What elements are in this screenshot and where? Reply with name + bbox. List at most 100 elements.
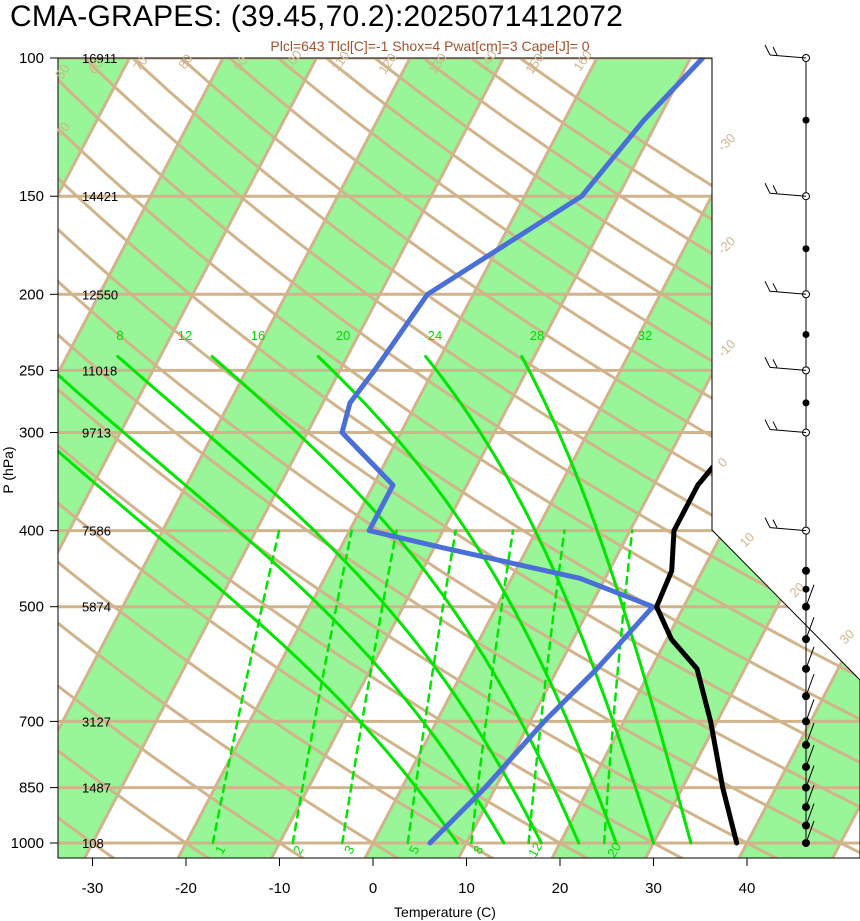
moist-adiabat [520,355,693,845]
dry-adiabat-label: 110 [328,48,352,74]
chart-title: CMA-GRAPES: (39.45,70.2):2025071412072 [10,0,623,33]
wind-dot [802,330,810,338]
height-label: 1487 [82,781,111,796]
dry-adiabat [58,58,781,858]
wind-barb-feather [772,185,778,194]
x-tick-label: 30 [645,880,662,897]
wind-barb [805,744,815,768]
height-label: 5874 [82,600,111,615]
wind-barb-feather [772,283,778,292]
background-grid [0,22,860,860]
wind-barb [769,429,807,434]
y-tick-label: 700 [19,713,44,730]
isotherm-line [58,58,244,858]
wind-dot [802,245,810,253]
moist-adiabat-label: 20 [336,328,350,343]
wind-barb-feather [772,359,778,368]
chart-subtitle: Plcl=643 Tlcl[C]=-1 Shox=4 Pwat[cm]=3 Ca… [270,38,590,54]
y-tick-label: 200 [19,286,44,303]
isotherm-label: -10 [715,336,739,360]
dry-adiabat-label: 80 [175,51,196,71]
dry-adiabat [0,22,21,860]
moist-adiabat [58,355,459,845]
y-tick-label: 1000 [11,835,44,852]
band-stripe [58,58,523,858]
wind-barb [805,617,815,640]
isotherm-line [58,58,150,858]
wind-barb-feather [764,419,771,430]
height-label: 14421 [82,189,118,204]
y-tick-label: 850 [19,780,44,797]
wind-barb-feather [772,46,778,56]
wind-barb-feather [772,519,778,528]
wind-barb [769,527,807,532]
dry-adiabat-label: 90 [230,53,251,73]
wind-dot [802,585,810,593]
wind-barb-feather [772,421,778,430]
wind-barb [769,192,807,197]
mixing-ratio-line [406,529,457,845]
wind-barb [769,366,807,371]
mixing-ratio-line [602,529,634,845]
x-tick-label: 20 [552,880,569,897]
mixing-ratio-line [211,529,281,845]
moist-adiabat-label: 32 [638,328,652,343]
x-axis-title: Temperature (C) [394,904,496,920]
height-label: 16911 [82,51,117,66]
y-tick-label: 100 [19,50,44,67]
wind-barb [805,820,815,844]
wind-barb [805,646,815,670]
mixing-ratio-label: 20 [604,840,624,860]
wind-barb [769,54,807,59]
dry-adiabat-label: 60 [85,56,106,76]
moist-adiabat [316,355,618,845]
x-tick-label: -20 [175,880,197,897]
isotherm-label: -20 [715,233,739,257]
mixing-ratio-label: 12 [525,840,545,860]
wind-dot [802,399,810,407]
dry-adiabat-label: 40 [52,119,73,139]
wind-barbs [764,44,815,847]
mixing-ratio-label: 3 [341,843,358,857]
wind-barb [805,803,815,826]
plot-border [57,57,860,859]
mixing-ratio-label: 8 [470,843,487,857]
wind-barb [805,699,815,722]
plot-frame [57,57,860,859]
wind-barb [769,290,807,295]
isotherm-label: -30 [715,130,739,154]
height-label: 108 [82,836,104,851]
moist-adiabat [210,355,581,845]
y-tick-label: 250 [19,362,44,379]
x-tick-label: 40 [739,880,756,897]
wind-dot [802,116,810,124]
height-label: 12550 [82,287,118,302]
dry-adiabat [58,58,497,858]
y-tick-label: 500 [19,599,44,616]
isotherm-label: 0 [715,454,731,470]
wind-barb-feather [764,357,771,368]
wind-barb [805,765,815,788]
y-tick-label: 300 [19,425,44,442]
mixing-ratio-line [470,529,515,845]
band-stripe [58,58,336,858]
mixing-ratio-line [341,529,398,845]
height-label: 11018 [82,363,117,378]
isotherm-label: 10 [737,529,758,550]
moist-adiabat-label: 28 [530,328,544,343]
dewpoint-profile [339,58,706,846]
dry-adiabat-label: 70 [130,53,151,73]
dry-adiabat-label: 50 [52,61,73,81]
isotherm-line [58,58,337,858]
moist-adiabat [116,355,543,845]
x-tick-label: 10 [458,880,475,897]
wind-dot [802,567,810,575]
moist-adiabat-label: 16 [251,328,265,343]
y-axis-title: P (hPa) [0,446,16,493]
dry-adiabat [58,58,213,858]
x-tick-label: -10 [269,880,291,897]
dry-adiabat [58,58,402,858]
wind-barb-feather [764,281,771,292]
wind-barb [805,584,815,607]
